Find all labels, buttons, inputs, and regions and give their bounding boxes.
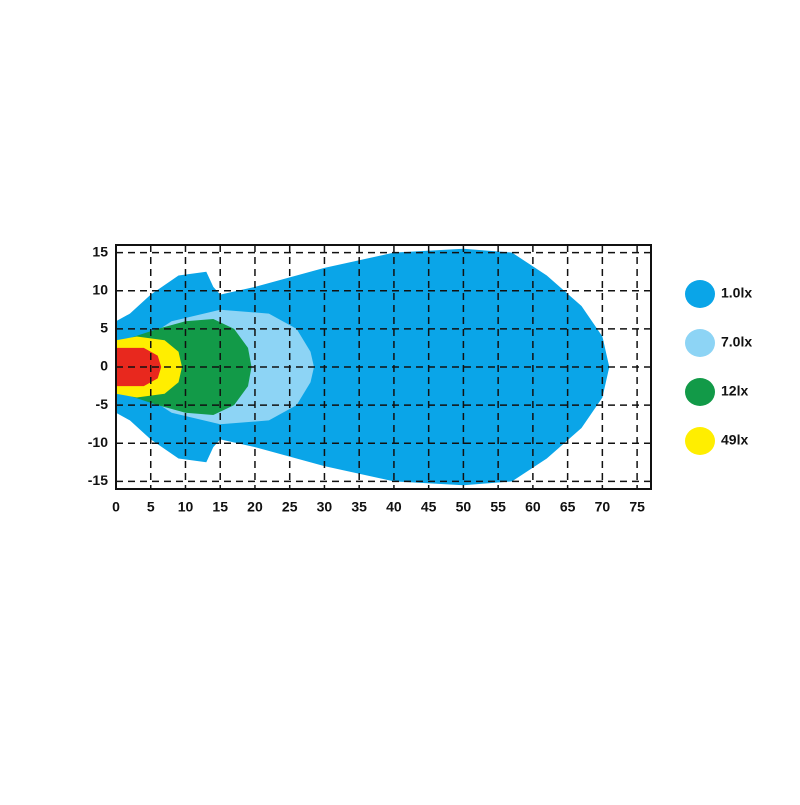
x-tick-label: 20 (247, 499, 263, 515)
y-tick-label: -10 (88, 434, 108, 450)
x-tick-label: 15 (212, 499, 228, 515)
x-tick-label: 70 (595, 499, 611, 515)
isolux-region (116, 347, 162, 387)
x-tick-label: 55 (490, 499, 506, 515)
plot-border (115, 244, 652, 490)
y-tick-label: 5 (100, 320, 108, 336)
legend-label: 12lx (721, 383, 748, 399)
legend-label: 7.0lx (721, 334, 752, 350)
legend-label: 1.0lx (721, 285, 752, 301)
x-tick-label: 0 (112, 499, 120, 515)
y-tick-label: 10 (92, 281, 108, 297)
legend-swatch (685, 280, 715, 308)
x-tick-label: 40 (386, 499, 402, 515)
legend-swatch (685, 427, 715, 455)
x-tick-label: 10 (178, 499, 194, 515)
y-tick-label: 0 (100, 358, 108, 374)
x-tick-label: 65 (560, 499, 576, 515)
legend-label: 49lx (721, 432, 748, 448)
x-tick-label: 30 (317, 499, 333, 515)
x-tick-label: 50 (456, 499, 472, 515)
x-tick-label: 5 (147, 499, 155, 515)
legend-swatch (685, 329, 715, 357)
x-tick-label: 45 (421, 499, 437, 515)
y-tick-label: -15 (88, 472, 108, 488)
legend-swatch (685, 378, 715, 406)
x-tick-label: 25 (282, 499, 298, 515)
x-tick-label: 60 (525, 499, 541, 515)
x-tick-label: 75 (629, 499, 645, 515)
y-tick-label: 15 (92, 243, 108, 259)
y-tick-label: -5 (96, 396, 109, 412)
x-tick-label: 35 (351, 499, 367, 515)
